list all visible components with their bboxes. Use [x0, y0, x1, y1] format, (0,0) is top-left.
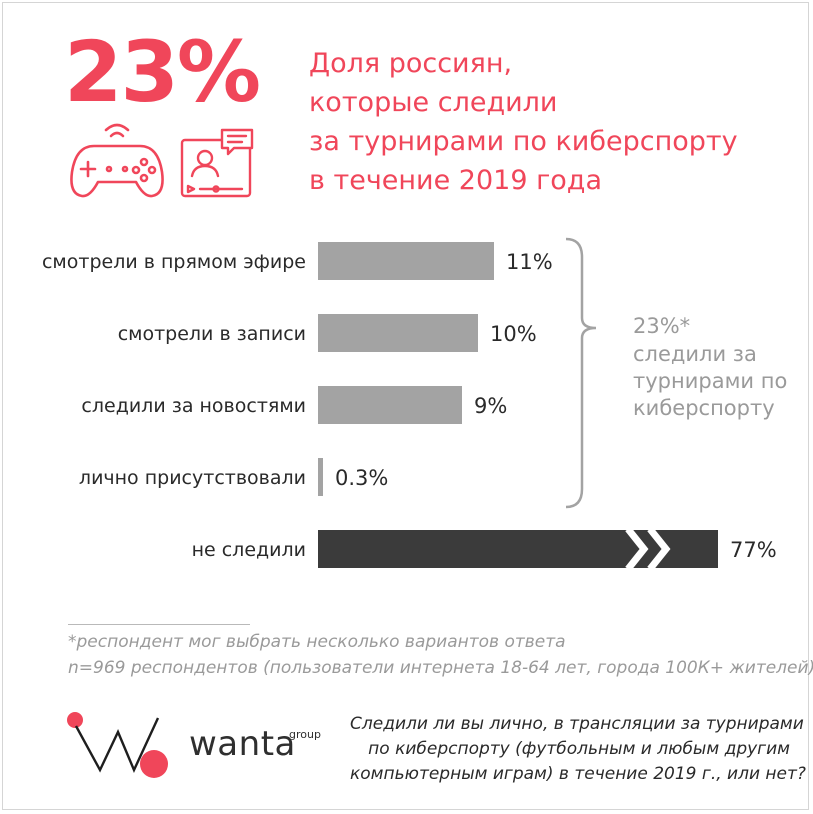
- bracket-line: турнирами по: [633, 369, 787, 393]
- data-label: 77%: [730, 538, 777, 562]
- title-line: за турнирами по киберспорту: [309, 126, 738, 157]
- brand-name: wanta: [189, 724, 296, 764]
- headline-stat: 23%: [64, 23, 261, 121]
- bar: [318, 530, 718, 568]
- wanta-logo-icon: [67, 712, 168, 778]
- video-streaming-icon: [180, 128, 254, 198]
- brand-suffix: group: [289, 728, 321, 741]
- footnote-divider: [68, 624, 250, 625]
- title-line: в течение 2019 года: [309, 165, 603, 196]
- bracket-title: 23%*: [633, 314, 690, 338]
- bar-chart: смотрели в прямом эфире 11% смотрели в зап…: [41, 237, 788, 572]
- bar: [318, 242, 494, 280]
- data-label: 10%: [490, 322, 537, 346]
- data-label: 11%: [506, 250, 553, 274]
- question-line: Следили ли вы лично, в трансляции за тур…: [350, 714, 804, 734]
- footnote-multiple-answers: *респондент мог выбрать несколько вариан…: [68, 632, 566, 652]
- chart-title: Доля россиян, которые следили за турнира…: [309, 44, 779, 200]
- title-line: которые следили: [309, 87, 558, 118]
- data-label: 9%: [474, 394, 507, 418]
- category-label: следили за новостями: [81, 395, 306, 417]
- bar: [318, 314, 478, 352]
- bracket-line: киберспорту: [633, 396, 775, 420]
- category-label: смотрели в прямом эфире: [42, 251, 306, 273]
- category-label: не следили: [192, 539, 306, 561]
- footnote-sample: n=969 респондентов (пользователи интерне…: [68, 658, 813, 678]
- question-line: по киберспорту (футбольным и любым други…: [368, 739, 790, 759]
- category-label: лично присутствовали: [79, 467, 306, 489]
- survey-question: Следили ли вы лично, в трансляции за тур…: [350, 712, 806, 787]
- gamepad-icon: [70, 123, 164, 198]
- data-label: 0.3%: [335, 466, 388, 490]
- bar: [318, 386, 462, 424]
- axis-break-icon: [625, 526, 649, 572]
- title-line: Доля россиян,: [309, 48, 513, 79]
- category-label: смотрели в записи: [118, 323, 306, 345]
- bracket: [565, 237, 597, 509]
- axis-break-icon: [647, 526, 671, 572]
- question-line: компьютерным играм) в течение 2019 г., и…: [350, 764, 806, 784]
- bracket-line: следили за: [633, 342, 757, 366]
- bar: [318, 458, 323, 496]
